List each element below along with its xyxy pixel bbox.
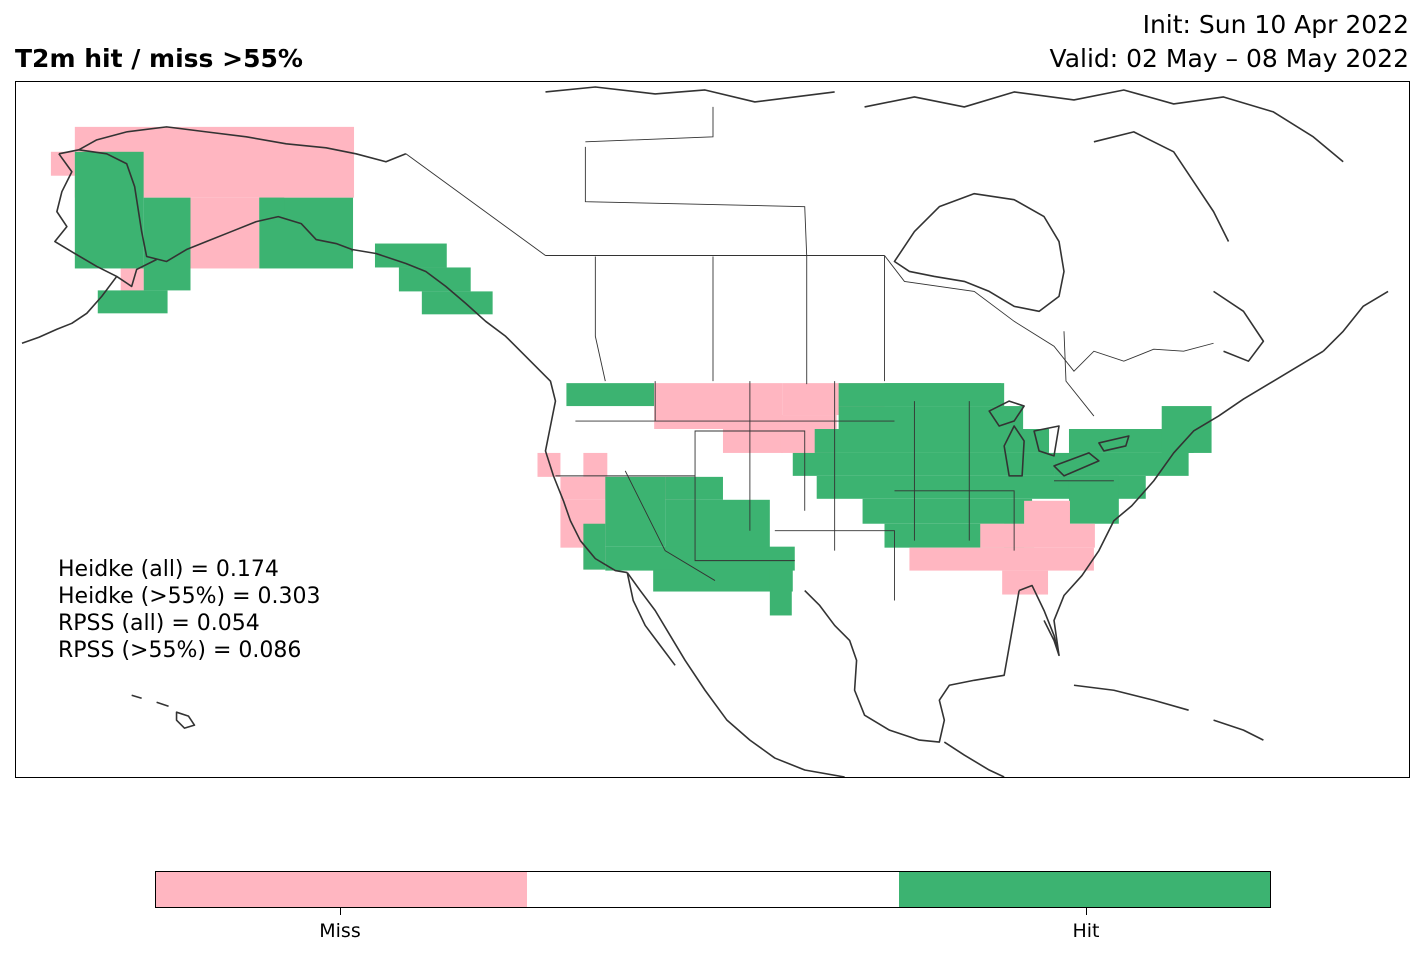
hit-cell	[1068, 475, 1119, 524]
miss-cell	[537, 452, 561, 477]
map-panel[interactable]	[15, 81, 1410, 778]
colorbar-tick-hit	[1086, 908, 1087, 915]
hit-cell	[605, 546, 795, 571]
hit-cell	[74, 151, 144, 269]
map-title: T2m hit / miss >55%	[15, 44, 303, 73]
miss-cell	[1002, 570, 1049, 595]
political-borders	[351, 106, 1214, 601]
hit-cell	[862, 498, 1033, 524]
skill-scores: Heidke (all) = 0.174 Heidke (>55%) = 0.3…	[58, 556, 321, 664]
map-canvas	[21, 86, 1389, 777]
hit-cell	[814, 429, 1050, 453]
miss-cell	[909, 547, 1094, 571]
colorbar-tick-miss	[340, 908, 341, 915]
coastlines	[21, 86, 1389, 777]
miss-cell	[120, 268, 144, 292]
miss-cell	[583, 452, 608, 477]
hit-cell	[1161, 406, 1212, 453]
hit-cell	[884, 383, 1005, 407]
colorbar-label-hit: Hit	[1072, 920, 1100, 942]
miss-cell	[190, 197, 260, 269]
hit-cell	[792, 452, 1055, 476]
colorbar-miss	[156, 872, 528, 907]
rpss-55: RPSS (>55%) = 0.086	[58, 638, 302, 663]
hit-cell	[421, 291, 493, 315]
miss-cell	[1024, 500, 1070, 527]
colorbar-neutral	[527, 872, 899, 907]
hit-cell	[838, 406, 1024, 430]
hit-cell	[398, 267, 471, 292]
hit-cell	[665, 476, 723, 500]
hit-cell	[97, 290, 168, 314]
miss-cell	[50, 151, 75, 176]
hit-cell	[374, 243, 447, 268]
hit-cell	[566, 383, 655, 407]
rpss-all: RPSS (all) = 0.054	[58, 611, 260, 636]
heidke-55: Heidke (>55%) = 0.303	[58, 584, 321, 609]
colorbar	[155, 871, 1271, 908]
hit-cell	[769, 569, 792, 616]
hit-cell	[143, 197, 191, 291]
hit-cell	[816, 475, 1146, 499]
hit-cell	[259, 197, 285, 222]
miss-cell	[654, 383, 783, 430]
hit-cell	[653, 569, 793, 592]
colorbar-label-miss: Miss	[319, 920, 361, 942]
colorbar-hit	[898, 872, 1270, 907]
miss-cell	[722, 429, 783, 453]
hit-cell	[583, 523, 606, 570]
miss-cell	[980, 523, 1095, 548]
valid-range: Valid: 02 May – 08 May 2022	[1049, 44, 1409, 73]
hit-cell	[1054, 452, 1189, 476]
hit-miss-grid	[50, 126, 1212, 616]
hit-cell	[605, 476, 666, 547]
heidke-all: Heidke (all) = 0.174	[58, 557, 279, 582]
hit-cell	[665, 499, 770, 548]
init-date: Init: Sun 10 Apr 2022	[1142, 10, 1409, 39]
